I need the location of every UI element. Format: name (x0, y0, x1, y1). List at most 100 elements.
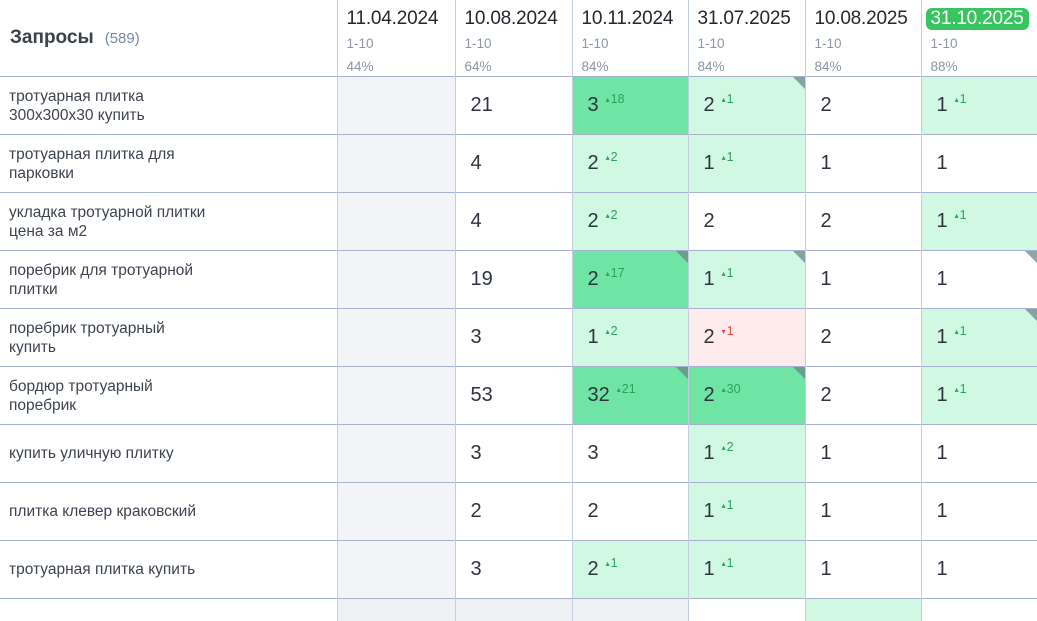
keyword-cell[interactable]: тротуарная плитка купить (0, 540, 337, 599)
position-cell[interactable]: 1 (804, 250, 921, 309)
up-arrow-icon: ▴ (721, 500, 726, 510)
position-cell[interactable] (336, 366, 455, 425)
position-cell[interactable] (454, 598, 572, 621)
up-arrow-icon: ▴ (605, 326, 610, 336)
position-cell[interactable]: 1 (804, 540, 921, 599)
position-cell[interactable]: 1 ▴1 (920, 366, 1037, 425)
position-change: ▴2 (722, 440, 734, 454)
date-column-header[interactable]: 31.07.2025 1-10 84% (687, 0, 805, 77)
position-cell[interactable]: 2 ▴2 (571, 134, 688, 193)
up-arrow-icon: ▴ (616, 384, 621, 394)
selected-date-label: 31.10.2025 (925, 8, 1029, 30)
position-value: 2 (703, 210, 715, 232)
position-cell[interactable]: 2 ▾1 (687, 308, 805, 367)
position-cell[interactable] (804, 598, 921, 621)
date-column-header[interactable]: 10.08.2024 1-10 64% (454, 0, 572, 77)
position-cell[interactable]: 1 ▴2 (687, 424, 805, 483)
position-cell[interactable]: 4 (454, 192, 572, 251)
keyword-cell[interactable] (0, 598, 337, 621)
position-cell[interactable]: 1 ▴1 (687, 134, 805, 193)
position-cell[interactable]: 3 (454, 540, 572, 599)
position-cell[interactable]: 1 ▴1 (687, 482, 805, 541)
position-change-value: 1 (726, 555, 734, 570)
date-column-header[interactable]: 31.10.2025 1-10 88% (920, 0, 1037, 77)
position-cell[interactable]: 1 (920, 424, 1037, 483)
position-cell[interactable]: 1 (920, 134, 1037, 193)
position-cell-with-snapshot[interactable]: 2 ▴1 (687, 76, 805, 135)
position-cell[interactable] (920, 598, 1037, 621)
position-cell[interactable] (336, 192, 455, 251)
position-cell[interactable]: 2 ▴1 (571, 540, 688, 599)
position-cell[interactable]: 3 ▴18 (571, 76, 688, 135)
position-cell[interactable]: 1 (920, 540, 1037, 599)
position-cell[interactable]: 2 ▴2 (571, 192, 688, 251)
position-cell[interactable]: 19 (454, 250, 572, 309)
position-cell[interactable] (571, 598, 688, 621)
position-cell[interactable]: 2 (687, 192, 805, 251)
position-cell[interactable]: 21 (454, 76, 572, 135)
position-cell[interactable]: 1 ▴1 (920, 192, 1037, 251)
position-cell[interactable]: 53 (454, 366, 572, 425)
position-cell[interactable]: 2 (571, 482, 688, 541)
position-change-value: 2 (726, 439, 734, 454)
position-cell[interactable] (336, 424, 455, 483)
position-value: 2 (820, 94, 832, 116)
position-change: ▴1 (722, 556, 734, 570)
position-cell[interactable] (336, 308, 455, 367)
position-cell[interactable] (336, 76, 455, 135)
queries-header: Запросы (589) (0, 0, 337, 77)
position-cell[interactable]: 1 ▴1 (920, 76, 1037, 135)
position-cell[interactable]: 2 (454, 482, 572, 541)
position-cell[interactable]: 1 (920, 482, 1037, 541)
position-cell-with-snapshot[interactable]: 1 ▴1 (920, 308, 1037, 367)
date-column-header[interactable]: 11.04.2024 1-10 44% (336, 0, 455, 77)
position-cell[interactable]: 1 (804, 424, 921, 483)
keyword-cell[interactable]: укладка тротуарной плитки цена за м2 (0, 192, 337, 251)
position-cell-with-snapshot[interactable]: 1 ▴1 (687, 250, 805, 309)
keyword-cell[interactable]: купить уличную плитку (0, 424, 337, 483)
date-column-header[interactable]: 10.08.2025 1-10 84% (804, 0, 921, 77)
range-label: 1-10 (930, 36, 958, 51)
position-value: 4 (470, 152, 482, 174)
keyword-cell[interactable]: тротуарная плитка для парковки (0, 134, 337, 193)
position-cell[interactable]: 2 (804, 308, 921, 367)
position-cell[interactable]: 2 (804, 76, 921, 135)
position-cell[interactable] (336, 482, 455, 541)
position-change: ▴1 (722, 498, 734, 512)
date-column-header[interactable]: 10.11.2024 1-10 84% (571, 0, 688, 77)
position-cell-with-snapshot[interactable]: 2 ▴17 (571, 250, 688, 309)
position-cell[interactable]: 3 (571, 424, 688, 483)
position-cell[interactable] (336, 540, 455, 599)
positions-table-body: тротуарная плитка 300х300х30 купить 21 3 ▴1… (0, 76, 1037, 621)
position-cell[interactable]: 4 (454, 134, 572, 193)
position-cell-with-snapshot[interactable]: 2 ▴30 (687, 366, 805, 425)
keyword-cell[interactable]: поребрик тротуарный купить (0, 308, 337, 367)
position-cell[interactable] (687, 598, 805, 621)
position-cell[interactable]: 1 ▴1 (687, 540, 805, 599)
up-arrow-icon: ▴ (954, 210, 959, 220)
position-value: 3 (470, 442, 482, 464)
position-cell[interactable]: 1 (804, 482, 921, 541)
position-cell-with-snapshot[interactable]: 1 (920, 250, 1037, 309)
position-cell[interactable]: 1 (804, 134, 921, 193)
table-row: тротуарная плитка 300х300х30 купить 21 3 ▴1… (0, 76, 1037, 135)
up-arrow-icon: ▴ (721, 94, 726, 104)
position-cell[interactable] (336, 250, 455, 309)
keyword-cell[interactable]: тротуарная плитка 300х300х30 купить (0, 76, 337, 135)
up-arrow-icon: ▴ (721, 268, 726, 278)
range-label: 1-10 (697, 36, 725, 51)
position-cell[interactable] (336, 134, 455, 193)
position-cell[interactable] (336, 598, 455, 621)
up-arrow-icon: ▴ (954, 326, 959, 336)
position-cell[interactable]: 2 (804, 192, 921, 251)
position-cell[interactable]: 2 (804, 366, 921, 425)
position-cell-with-snapshot[interactable]: 32 ▴21 (571, 366, 688, 425)
position-cell[interactable]: 1 ▴2 (571, 308, 688, 367)
position-cell[interactable]: 3 (454, 424, 572, 483)
position-value: 3 (587, 94, 599, 116)
position-value: 2 (587, 500, 599, 522)
keyword-cell[interactable]: бордюр тротуарный поребрик (0, 366, 337, 425)
keyword-cell[interactable]: поребрик для тротуарной плитки (0, 250, 337, 309)
position-cell[interactable]: 3 (454, 308, 572, 367)
keyword-cell[interactable]: плитка клевер краковский (0, 482, 337, 541)
